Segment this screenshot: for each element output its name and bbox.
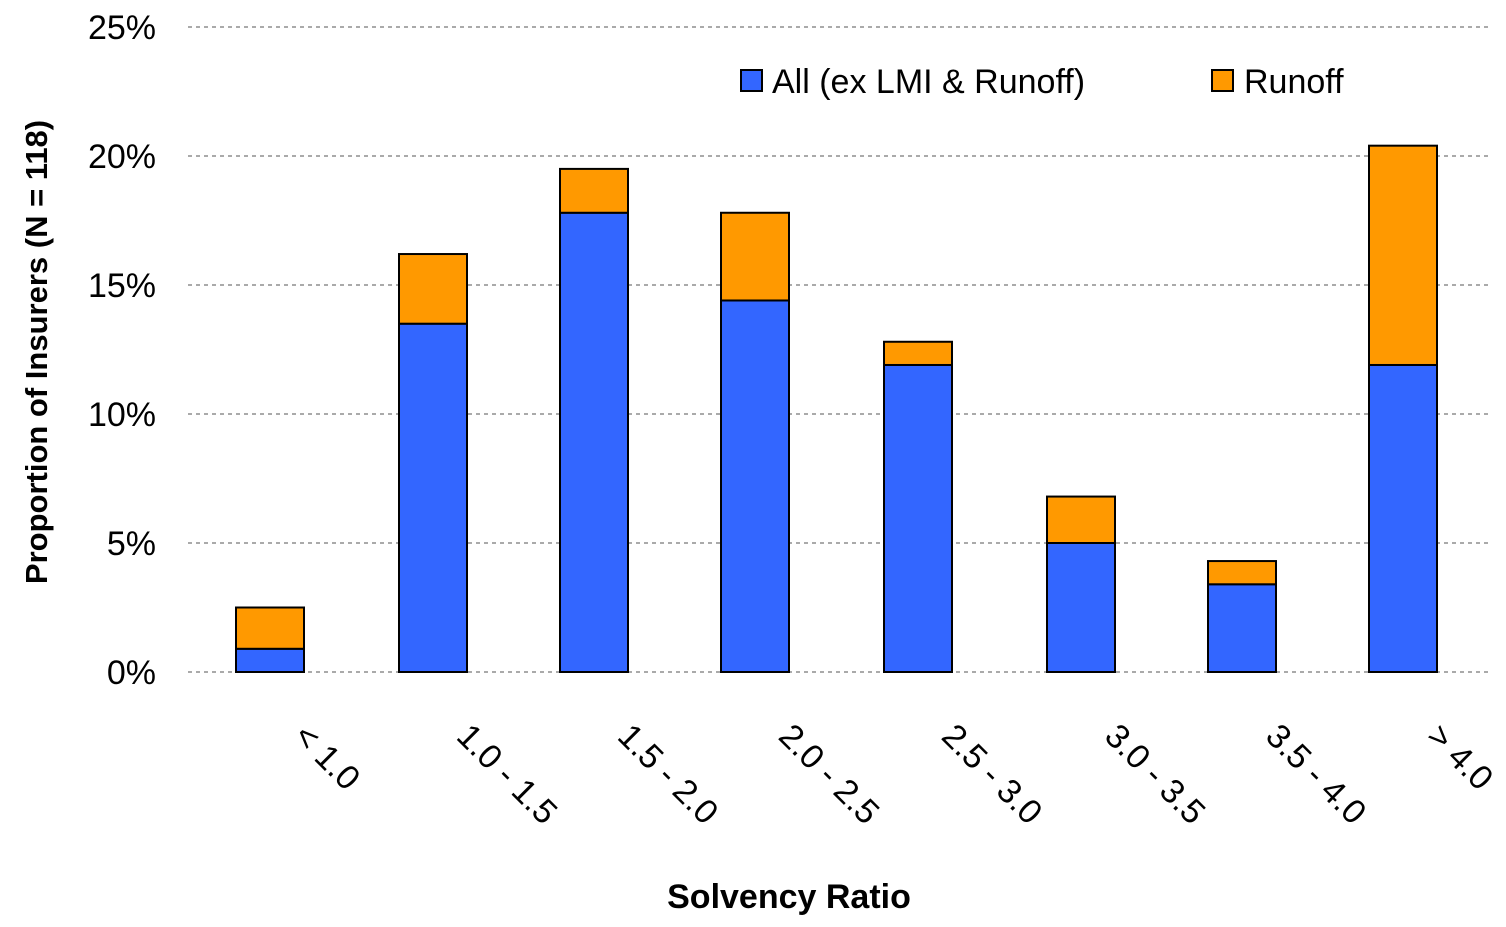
bar-segment-all-ex-lmi-runoff	[1368, 363, 1438, 673]
legend: All (ex LMI & Runoff) Runoff	[740, 63, 1344, 101]
legend-swatch	[740, 69, 763, 92]
bar-segment-all-ex-lmi-runoff	[398, 322, 468, 673]
legend-label: Runoff	[1244, 63, 1344, 101]
x-tick-label: 1.5 - 2.0	[610, 717, 725, 832]
legend-swatch	[1211, 69, 1234, 92]
x-tick-label: 3.5 - 4.0	[1258, 717, 1373, 832]
bar-segment-runoff	[398, 253, 468, 325]
y-tick-label: 10%	[88, 396, 156, 434]
x-tick-label: 2.5 - 3.0	[934, 717, 1049, 832]
gridlines	[188, 26, 1490, 673]
x-tick-label: < 1.0	[286, 717, 367, 798]
bar-segment-runoff	[720, 211, 790, 302]
x-tick-label: > 4.0	[1419, 717, 1500, 798]
y-tick-label: 5%	[107, 525, 156, 563]
y-tick-label: 25%	[88, 9, 156, 47]
bar-segment-runoff	[883, 340, 953, 366]
bars	[235, 144, 1438, 674]
bar-segment-all-ex-lmi-runoff	[235, 647, 305, 674]
legend-label: All (ex LMI & Runoff)	[772, 63, 1085, 101]
y-axis-title: Proportion of Insurers (N = 118)	[19, 120, 54, 584]
bar-segment-all-ex-lmi-runoff	[883, 363, 953, 673]
bar-segment-runoff	[235, 606, 305, 650]
bar-segment-all-ex-lmi-runoff	[1046, 542, 1116, 673]
y-tick-label: 20%	[88, 138, 156, 176]
y-tick-label: 15%	[88, 267, 156, 305]
bar-segment-runoff	[1207, 560, 1277, 586]
y-axis-tick-labels: 0% 5% 10% 15% 20% 25%	[88, 9, 156, 692]
y-tick-label: 0%	[107, 654, 156, 692]
x-tick-label: 1.0 - 1.5	[449, 717, 564, 832]
x-tick-label: 3.0 - 3.5	[1097, 717, 1212, 832]
x-tick-label: 2.0 - 2.5	[771, 717, 886, 832]
bar-segment-runoff	[1368, 144, 1438, 366]
x-axis-tick-labels: < 1.0 1.0 - 1.5 1.5 - 2.0 2.0 - 2.5 2.5 - 3.…	[286, 717, 1500, 832]
bar-segment-all-ex-lmi-runoff	[559, 211, 629, 673]
bar-segment-runoff	[559, 167, 629, 214]
bar-segment-runoff	[1046, 495, 1116, 544]
bar-segment-all-ex-lmi-runoff	[1207, 583, 1277, 674]
x-axis-title: Solvency Ratio	[667, 878, 911, 916]
bar-segment-all-ex-lmi-runoff	[720, 299, 790, 673]
